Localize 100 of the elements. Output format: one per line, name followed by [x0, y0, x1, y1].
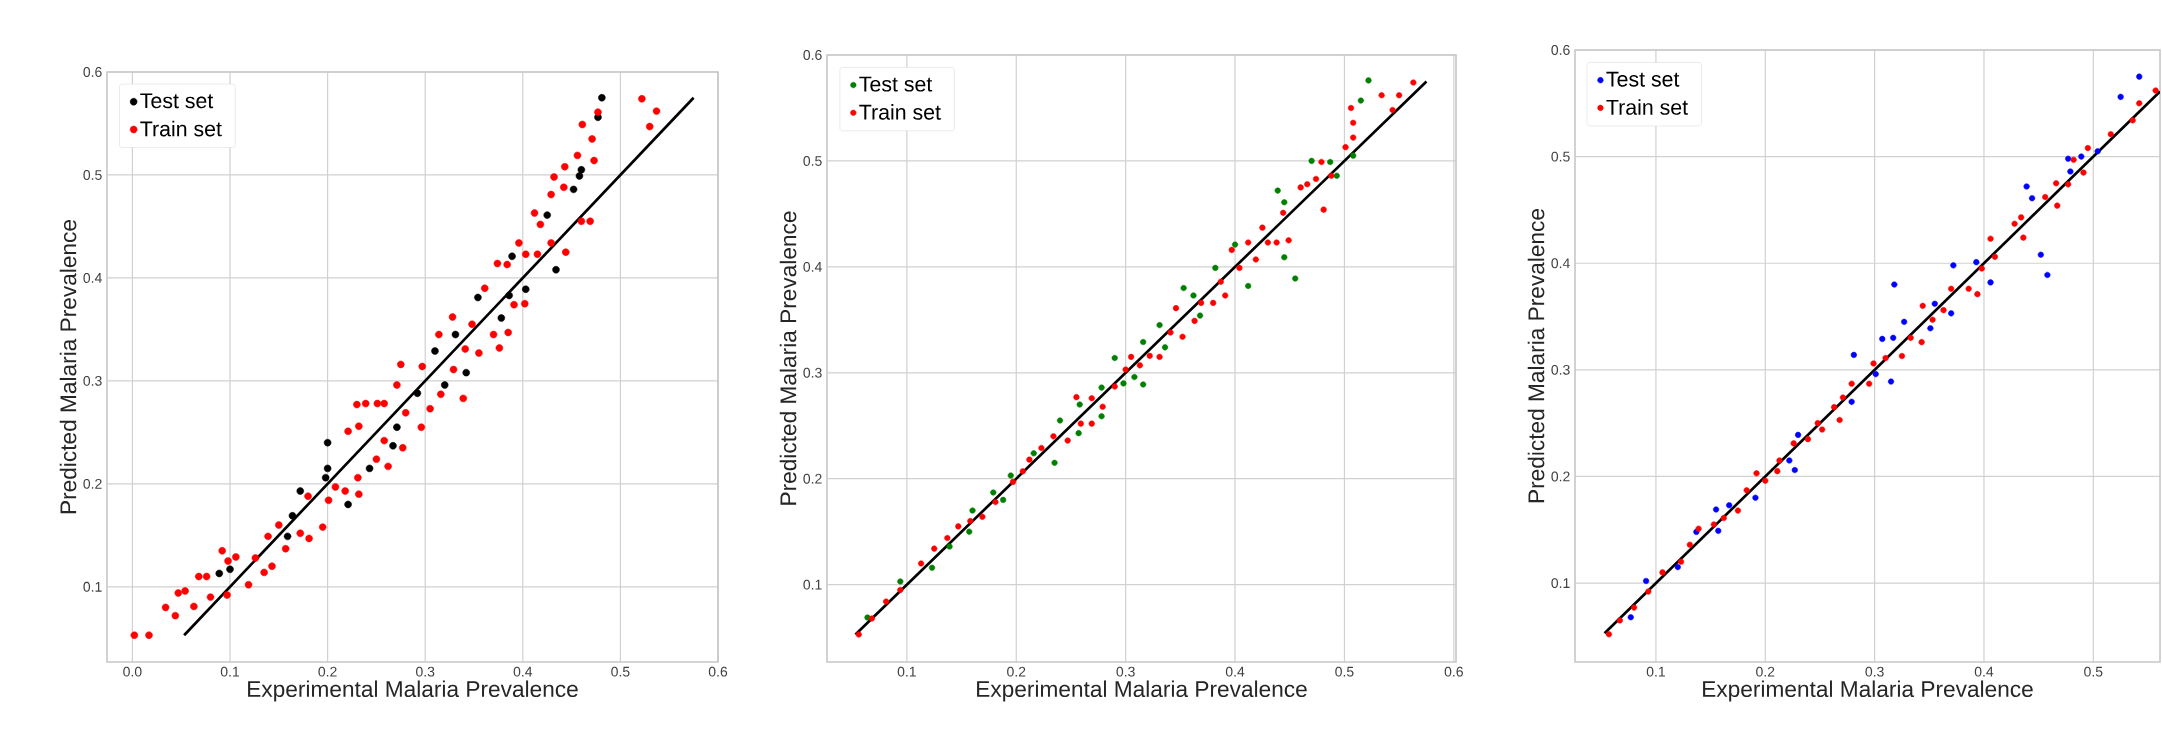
point — [897, 578, 904, 585]
point — [1753, 470, 1760, 477]
x-tick-label: 0.3 — [1865, 666, 1884, 677]
point — [1297, 184, 1304, 191]
point — [1050, 433, 1057, 440]
point — [598, 94, 606, 102]
point — [2023, 183, 2030, 190]
point — [1222, 292, 1229, 299]
point — [1308, 157, 1315, 164]
point — [1786, 457, 1793, 464]
point — [1929, 316, 1936, 323]
point — [365, 464, 374, 473]
point — [1264, 239, 1271, 246]
point — [462, 368, 470, 377]
point — [1196, 312, 1204, 319]
point — [288, 512, 297, 520]
point — [1978, 265, 1985, 272]
point — [1726, 502, 1733, 509]
point — [2065, 181, 2072, 188]
point — [1973, 259, 1980, 266]
point — [1616, 617, 1623, 624]
point — [575, 172, 584, 180]
point — [1645, 588, 1652, 595]
point — [1987, 235, 1994, 242]
point — [1734, 507, 1742, 514]
point — [543, 211, 551, 219]
y-tick-label: 0.1 — [1551, 578, 1570, 589]
point — [992, 498, 999, 506]
point — [1814, 420, 1821, 427]
point — [1836, 416, 1843, 424]
point — [283, 532, 292, 541]
point — [1274, 187, 1281, 194]
point — [1774, 468, 1781, 475]
point — [1076, 401, 1083, 408]
point — [1281, 199, 1288, 206]
point — [1056, 417, 1064, 424]
point — [393, 423, 401, 431]
point — [1231, 241, 1239, 248]
point — [1720, 514, 1727, 522]
point — [1191, 317, 1198, 324]
point — [1140, 381, 1147, 388]
point — [1285, 237, 1292, 244]
point — [2117, 93, 2124, 100]
point — [2044, 271, 2051, 279]
point — [1030, 450, 1037, 457]
point — [1831, 404, 1838, 411]
x-axis-title: Experimental Malaria Prevalence — [1703, 680, 2033, 702]
point — [1410, 79, 1417, 86]
y-axis-title: Predicted Malaria Prevalence — [59, 220, 77, 514]
point — [1918, 339, 1925, 346]
y-axis-title: Predicted Malaria Prevalence — [779, 211, 797, 505]
point — [1350, 119, 1357, 126]
point — [1088, 395, 1095, 402]
y-tick-label: 0.5 — [1551, 151, 1570, 162]
point — [2136, 100, 2143, 107]
point — [1342, 144, 1349, 151]
point — [967, 518, 974, 525]
point — [864, 614, 871, 621]
y-tick-label: 0.5 — [803, 155, 822, 166]
point — [1752, 494, 1759, 501]
point — [944, 534, 951, 542]
point — [1128, 353, 1135, 360]
point — [1273, 239, 1280, 246]
point — [1890, 334, 1897, 341]
point — [1098, 384, 1105, 391]
point — [569, 185, 578, 194]
x-tick-label: 0.1 — [897, 666, 916, 677]
point — [883, 598, 890, 605]
point — [1630, 604, 1638, 611]
point — [1974, 291, 1981, 298]
point — [1389, 107, 1396, 114]
point — [1122, 366, 1129, 373]
x-tick-label: 0.5 — [611, 666, 630, 677]
point — [505, 291, 513, 300]
point — [1804, 436, 1811, 443]
point — [1198, 299, 1205, 306]
y-tick-label: 0.5 — [83, 170, 102, 180]
point — [1304, 181, 1311, 188]
point — [1907, 334, 1914, 341]
point — [1927, 325, 1934, 332]
point — [1259, 224, 1266, 231]
point — [855, 631, 862, 638]
point — [1627, 614, 1634, 621]
point — [1819, 426, 1826, 433]
point — [2078, 153, 2085, 160]
point — [1350, 134, 1357, 141]
point — [1099, 403, 1106, 410]
point — [1073, 394, 1080, 401]
point — [969, 507, 976, 514]
point — [508, 252, 516, 261]
y-tick-label: 0.2 — [1551, 471, 1570, 482]
point — [1850, 351, 1857, 358]
y-tick-label: 0.6 — [83, 67, 102, 77]
point — [474, 293, 482, 302]
legend-label: Test set — [1606, 71, 1680, 87]
point — [1659, 569, 1666, 576]
point — [1210, 299, 1217, 306]
point — [1252, 256, 1259, 263]
point — [1396, 92, 1403, 99]
point — [522, 285, 530, 293]
